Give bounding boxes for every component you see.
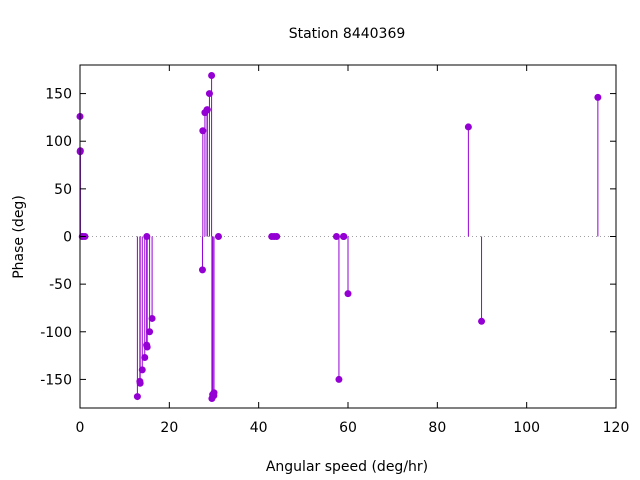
tick-layer: 0 20 40 60 80 100 120 -150 -100 -50 0 50 100 150 [40, 65, 629, 436]
impulse-layer [79, 75, 599, 399]
data-point [138, 366, 146, 374]
x-tick-label: 100 [513, 420, 540, 436]
y-tick-label: 0 [63, 230, 72, 246]
y-tick-label: 50 [54, 182, 72, 198]
data-point [594, 93, 602, 101]
chart-title: Station 8440369 [289, 26, 406, 42]
data-point [133, 393, 141, 401]
data-point [146, 328, 154, 336]
x-axis-label: Angular speed (deg/hr) [266, 459, 428, 475]
data-point [340, 233, 348, 240]
x-tick-label: 40 [250, 420, 268, 436]
data-point [143, 233, 151, 240]
data-point [208, 71, 216, 79]
y-tick-label: -50 [49, 277, 72, 293]
x-tick-label: 120 [603, 420, 630, 436]
data-point [335, 375, 343, 383]
y-tick-label: 100 [45, 134, 72, 150]
data-point [464, 123, 472, 131]
x-tick-label: 0 [76, 420, 85, 436]
data-point [199, 127, 207, 135]
data-point [273, 233, 281, 240]
data-point [198, 266, 206, 274]
x-tick-label: 80 [428, 420, 446, 436]
data-point [214, 233, 222, 240]
data-point [136, 379, 144, 387]
data-point [478, 317, 486, 325]
x-tick-label: 60 [339, 420, 357, 436]
y-tick-label: -150 [40, 372, 72, 388]
data-point [210, 389, 218, 397]
y-tick-label: 150 [45, 87, 72, 103]
data-point [203, 106, 211, 114]
x-tick-label: 20 [160, 420, 178, 436]
data-point [344, 290, 352, 298]
point-layer [76, 71, 602, 402]
data-point [332, 233, 340, 240]
y-tick-label: -100 [40, 325, 72, 341]
data-point [148, 314, 156, 322]
data-point [205, 90, 213, 98]
data-point [141, 354, 149, 362]
y-axis-label: Phase (deg) [11, 195, 27, 279]
data-point [143, 343, 151, 351]
